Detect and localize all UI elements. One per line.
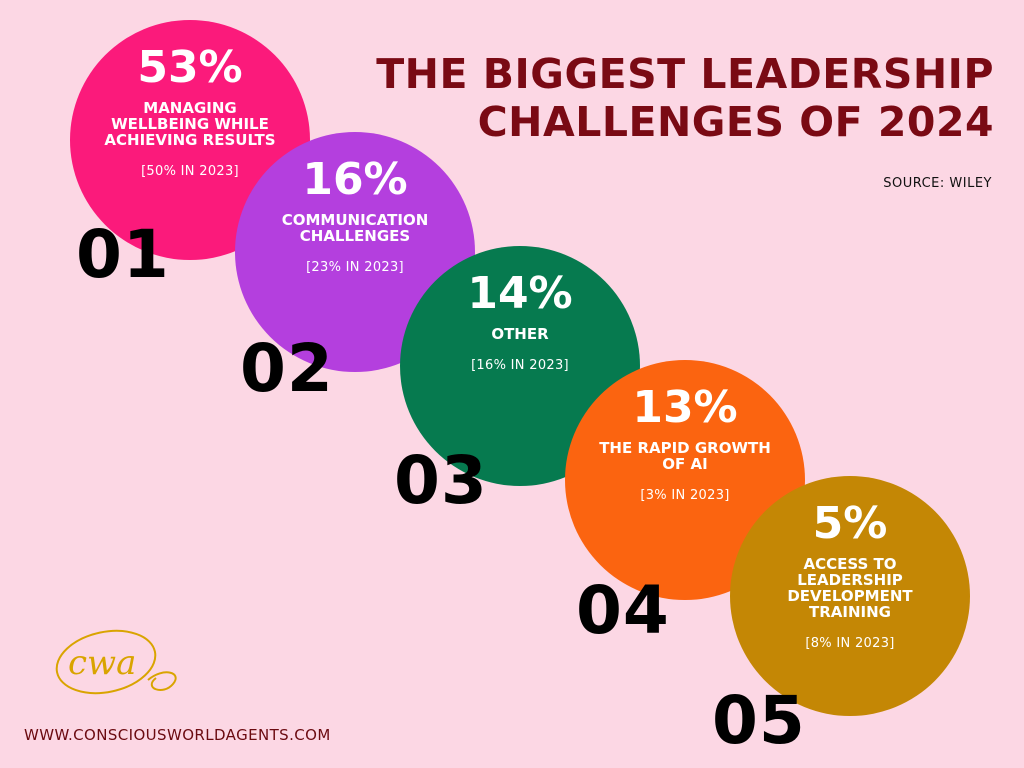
challenge-percent: 16%: [302, 154, 408, 205]
challenge-label: COMMUNICATION CHALLENGES: [281, 211, 429, 245]
cwa-logo-icon: cwa: [48, 622, 198, 712]
source-label: SOURCE: WILEY: [883, 176, 992, 191]
challenge-label: THE RAPID GROWTH OF AI: [599, 439, 771, 473]
challenge-percent: 14%: [467, 268, 573, 319]
challenge-previous-year: [8% IN 2023]: [805, 636, 895, 651]
challenge-previous-year: [3% IN 2023]: [640, 488, 730, 503]
challenge-number-3: 03: [394, 442, 488, 519]
challenge-previous-year: [23% IN 2023]: [306, 260, 404, 275]
title-line-1: THE BIGGEST LEADERSHIP: [376, 50, 994, 98]
challenge-label: OTHER: [491, 325, 549, 343]
challenge-number-4: 04: [576, 572, 670, 649]
challenge-percent: 53%: [137, 42, 243, 93]
challenge-percent: 5%: [812, 498, 888, 549]
infographic-title: THE BIGGEST LEADERSHIP CHALLENGES OF 202…: [340, 50, 994, 146]
title-line-2: CHALLENGES OF 2024: [477, 98, 994, 146]
challenge-previous-year: [16% IN 2023]: [471, 358, 569, 373]
challenge-previous-year: [50% IN 2023]: [141, 164, 239, 179]
challenge-label: MANAGING WELLBEING WHILE ACHIEVING RESUL…: [104, 99, 276, 149]
challenge-number-1: 01: [76, 216, 170, 293]
website-link[interactable]: WWW.CONSCIOUSWORLDAGENTS.COM: [24, 726, 331, 744]
challenge-number-2: 02: [240, 330, 334, 407]
challenge-label: ACCESS TO LEADERSHIP DEVELOPMENT TRAININ…: [787, 555, 913, 621]
challenge-percent: 13%: [632, 382, 738, 433]
svg-text:cwa: cwa: [68, 643, 136, 683]
challenge-number-5: 05: [712, 682, 806, 759]
challenge-circle-5: 5% ACCESS TO LEADERSHIP DEVELOPMENT TRAI…: [730, 476, 970, 716]
challenge-circle-1: 53% MANAGING WELLBEING WHILE ACHIEVING R…: [70, 20, 310, 260]
